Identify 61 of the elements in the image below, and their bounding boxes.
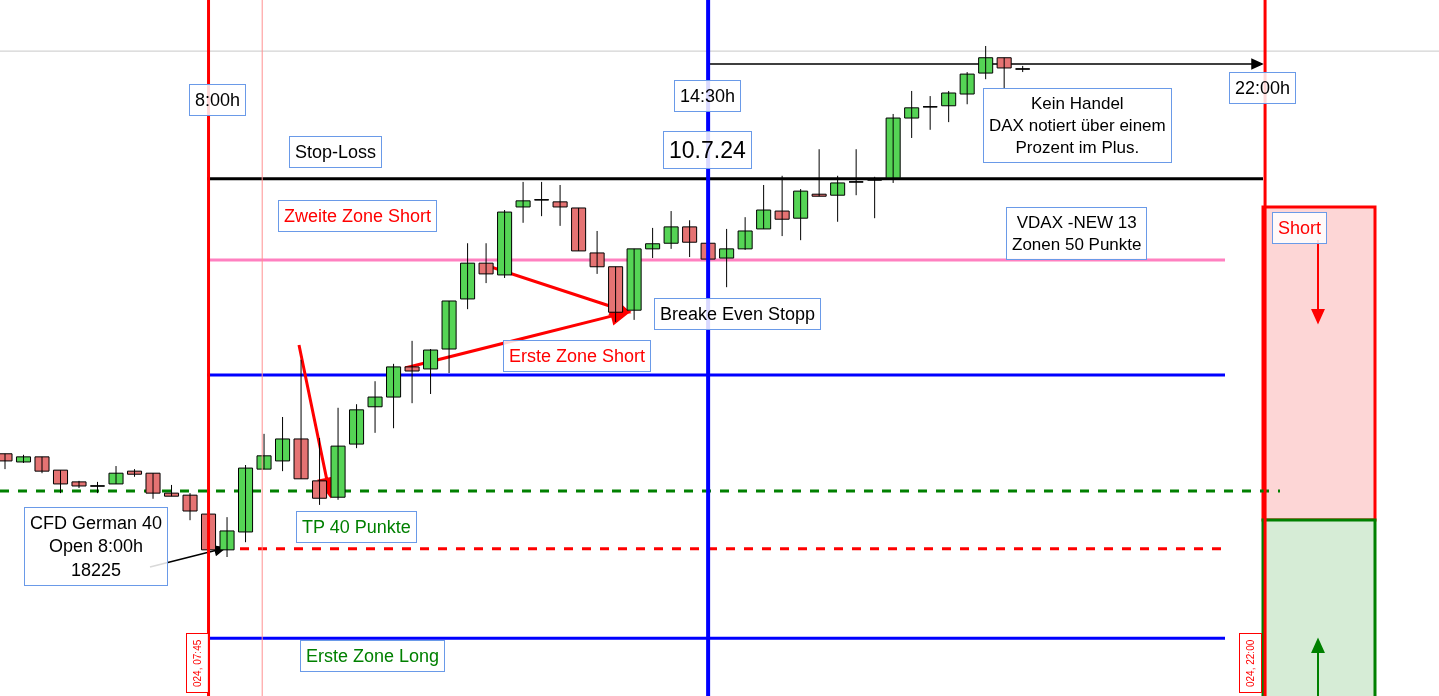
candlestick <box>52 469 69 494</box>
candlestick <box>15 454 32 464</box>
candlestick <box>645 227 661 259</box>
candlestick <box>182 492 198 521</box>
candlestick <box>552 184 568 227</box>
candlestick <box>163 484 180 497</box>
candlestick <box>460 242 476 310</box>
candlestick <box>959 71 975 105</box>
annotation: Zweite Zone Short <box>284 206 432 226</box>
candlestick <box>386 363 402 429</box>
candlestick <box>922 95 938 131</box>
text: 22:00h <box>1235 78 1291 98</box>
annotation: CFD German 40 Open 8:00h 18225 <box>30 513 163 580</box>
annotation: 14:30h <box>680 86 736 106</box>
candlestick <box>737 216 753 251</box>
candlestick <box>793 188 809 241</box>
candlestick <box>293 359 309 480</box>
candlestick <box>719 228 735 288</box>
candlestick <box>108 465 124 485</box>
candlestick <box>497 209 513 279</box>
candlestick <box>367 380 383 434</box>
candlestick <box>515 181 531 224</box>
candlestick <box>756 184 772 230</box>
candlestick <box>626 248 642 321</box>
candlestick <box>996 57 1012 90</box>
candlestick <box>330 407 346 501</box>
candlestick <box>478 242 494 284</box>
candlestick <box>126 468 143 478</box>
candlestick <box>256 433 272 470</box>
candlestick <box>71 480 87 489</box>
annotation: 8:00h <box>195 90 241 110</box>
annotation: TP 40 Punkte <box>302 517 411 537</box>
annotation: Kein Handel DAX notiert über einem Prozent im Plus. <box>989 94 1166 158</box>
candlestick <box>219 516 235 558</box>
text: Short <box>1278 218 1322 238</box>
annotation: Erste Zone Short <box>509 346 646 366</box>
candlestick <box>238 464 254 543</box>
text: 024, 22:00 <box>1245 639 1256 687</box>
candlestick <box>312 437 328 506</box>
candlestick <box>441 300 457 374</box>
candlestick <box>682 219 698 258</box>
annotation: Breake Even Stopp <box>660 304 816 324</box>
annotation: 10.7.24 <box>669 137 746 163</box>
annotation: Stop-Loss <box>295 142 377 162</box>
candlestick <box>34 456 50 474</box>
text: Erste Zone Long <box>306 646 440 666</box>
candlestick <box>404 340 420 404</box>
candlestick <box>941 90 957 123</box>
candlestick <box>349 403 365 449</box>
annotation: VDAX -NEW 13 Zonen 50 Punkte <box>1012 213 1142 255</box>
candlestick <box>589 230 605 275</box>
text: 024, 07:45 <box>192 639 203 687</box>
candlestick <box>608 266 624 323</box>
candlestick <box>145 472 161 500</box>
candlestick <box>571 207 587 252</box>
candlestick <box>275 416 291 472</box>
candlestick <box>423 348 439 395</box>
candlestick <box>534 181 550 217</box>
candlestick <box>978 45 994 80</box>
candlestick <box>663 210 679 250</box>
candlestick <box>904 90 920 139</box>
